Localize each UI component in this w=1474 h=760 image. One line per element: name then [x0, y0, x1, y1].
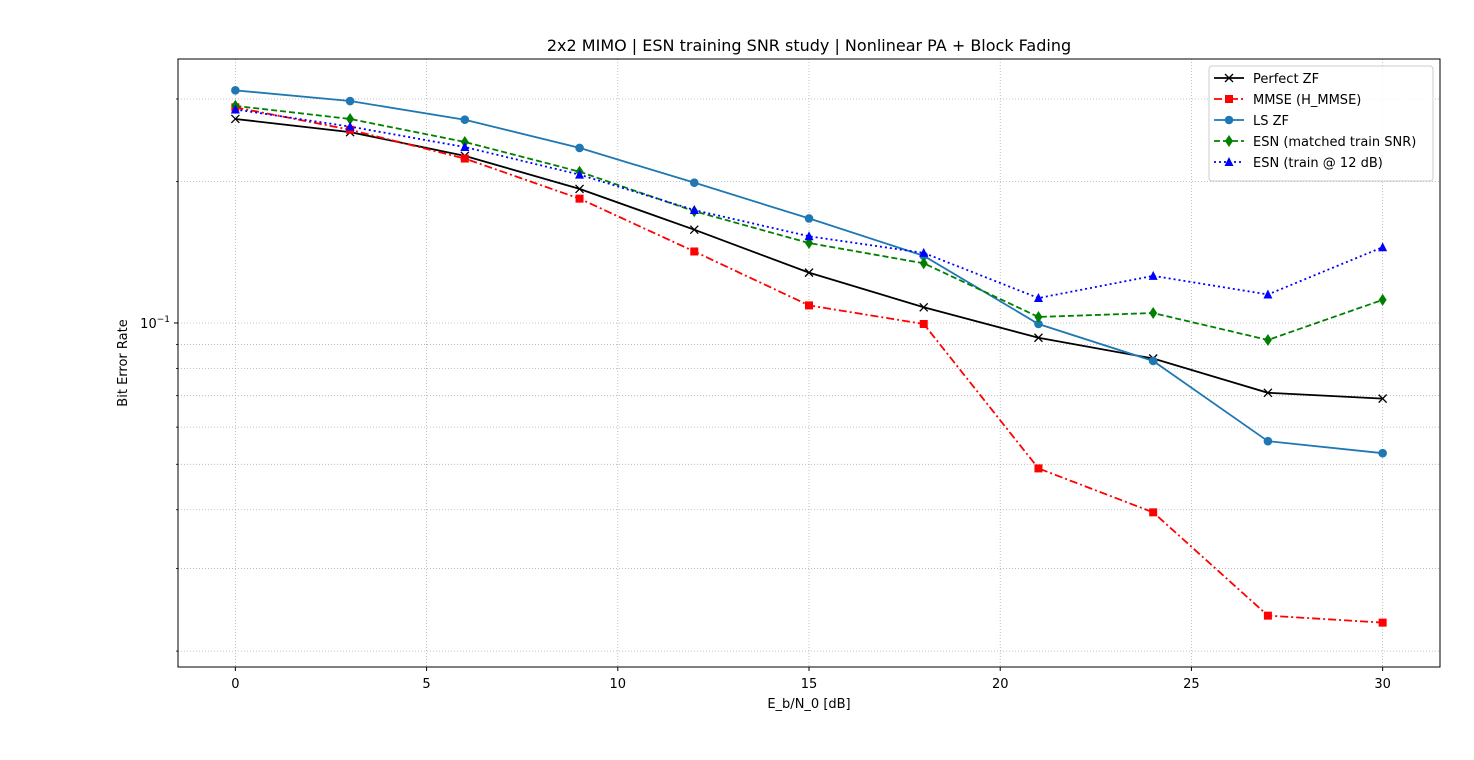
chart-title: 2x2 MIMO | ESN training SNR study | Nonl… [547, 36, 1071, 55]
y-axis-label: Bit Error Rate [116, 319, 131, 406]
y-tick-exponent: −1 [157, 315, 170, 325]
data-point [460, 154, 469, 163]
data-point [1034, 319, 1043, 329]
series-esn-train-12-db [230, 104, 1388, 303]
legend-marker [1224, 115, 1234, 125]
legend-box [1208, 65, 1434, 182]
data-point [919, 302, 929, 312]
data-point [1033, 333, 1043, 343]
data-point [1378, 242, 1388, 252]
data-point [1263, 388, 1273, 398]
series-ls-zf [231, 86, 1387, 458]
data-point [805, 301, 813, 310]
data-point [1263, 289, 1273, 299]
data-point [1263, 436, 1273, 446]
data-point [919, 319, 928, 328]
x-tick-label: 15 [801, 677, 818, 692]
data-point [1148, 356, 1158, 366]
legend-label: ESN (matched train SNR) [1253, 135, 1416, 150]
data-point [460, 142, 470, 152]
marker-stroke [230, 114, 240, 124]
data-point [1034, 464, 1043, 473]
legend-entry: MMSE (H_MMSE) [1214, 93, 1361, 108]
data-point [1034, 310, 1043, 323]
legend-entry: ESN (matched train SNR) [1214, 135, 1416, 150]
legend-entry: ESN (train @ 12 dB) [1214, 156, 1383, 171]
data-point [230, 114, 240, 124]
legend-marker [1224, 73, 1234, 83]
legend-marker [1225, 95, 1233, 103]
series-line [235, 105, 1383, 341]
data-point [804, 231, 814, 241]
data-point [346, 112, 355, 125]
legend-label: ESN (train @ 12 dB) [1253, 156, 1383, 171]
data-point [230, 104, 240, 114]
marker-stroke [689, 225, 699, 235]
data-point [345, 121, 355, 131]
data-point [1378, 293, 1387, 306]
legend-label: LS ZF [1253, 114, 1289, 129]
data-point [345, 96, 355, 106]
data-point [231, 86, 240, 95]
data-point [575, 143, 584, 153]
data-point [919, 247, 929, 257]
legend-label: Perfect ZF [1253, 72, 1319, 87]
data-point [1033, 293, 1043, 303]
data-point [460, 135, 469, 148]
data-point [919, 257, 928, 270]
legend-marker [1224, 157, 1234, 166]
legend-label: MMSE (H_MMSE) [1253, 93, 1361, 108]
legend-marker [1225, 135, 1233, 147]
marker-stroke [1033, 333, 1043, 343]
data-point [1263, 333, 1272, 346]
marker-stroke [1263, 388, 1273, 398]
x-tick-label: 0 [231, 677, 239, 692]
data-point [804, 214, 814, 223]
data-point [575, 169, 585, 179]
data-point [1378, 618, 1387, 627]
data-point [690, 247, 699, 256]
marker-stroke [919, 302, 929, 312]
data-point [575, 184, 585, 194]
marker-stroke [575, 184, 585, 194]
data-point [1263, 611, 1272, 620]
data-point [689, 225, 699, 235]
x-tick-label: 10 [610, 677, 627, 692]
data-point [1378, 394, 1388, 404]
plot-lines [230, 86, 1388, 627]
data-point [1149, 508, 1158, 517]
marker-stroke [1224, 73, 1234, 83]
x-tick-label: 30 [1374, 677, 1391, 692]
data-point [1149, 307, 1158, 320]
marker-stroke [1378, 394, 1388, 404]
data-point [804, 268, 814, 278]
data-point [575, 194, 584, 203]
x-tick-label: 25 [1183, 677, 1200, 692]
x-axis-label: E_b/N_0 [dB] [767, 697, 850, 712]
grid [178, 59, 1440, 667]
data-point [1378, 448, 1387, 458]
x-tick-label: 5 [422, 677, 430, 692]
legend: Perfect ZF MMSE (H_MMSE) LS ZF ESN (matched… [1208, 65, 1434, 182]
legend-entry: LS ZF [1214, 114, 1289, 129]
legend-entry: Perfect ZF [1214, 72, 1319, 87]
data-point [689, 205, 699, 215]
data-point [460, 115, 470, 125]
data-point [689, 178, 699, 187]
data-point [1148, 270, 1158, 280]
marker-stroke [804, 268, 814, 278]
x-tick-label: 20 [992, 677, 1009, 692]
